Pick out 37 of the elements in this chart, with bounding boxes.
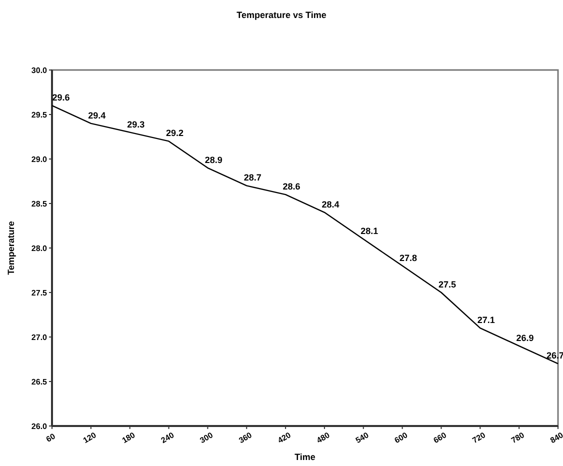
data-label: 26.9 <box>516 332 534 343</box>
y-tick-label: 26.0 <box>31 422 48 431</box>
y-tick-label: 26.5 <box>31 377 48 386</box>
x-tick-label: 480 <box>315 430 332 446</box>
data-label: 27.5 <box>438 280 456 290</box>
y-tick-label: 27.0 <box>31 332 48 342</box>
x-tick-label: 420 <box>276 430 293 446</box>
y-tick-label: 30.0 <box>31 66 48 75</box>
data-label: 29.2 <box>166 128 184 138</box>
x-tick-label: 720 <box>470 430 488 446</box>
data-label: 28.9 <box>204 154 222 165</box>
y-tick-label: 28.5 <box>31 199 48 208</box>
data-label: 28.1 <box>360 226 378 236</box>
x-tick-label: 300 <box>198 430 215 446</box>
y-tick-label: 29.0 <box>31 154 48 164</box>
data-label: 29.3 <box>127 119 145 130</box>
data-label: 27.8 <box>400 252 418 263</box>
x-tick-label: 180 <box>120 430 138 446</box>
chart-title: Temperature vs Time <box>236 10 326 20</box>
x-tick-label: 360 <box>237 430 254 446</box>
x-tick-label: 60 <box>44 431 58 444</box>
data-label: 28.7 <box>244 172 262 183</box>
data-label: 28.6 <box>282 182 300 192</box>
data-label: 29.4 <box>88 110 106 120</box>
x-tick-label: 240 <box>159 430 176 446</box>
x-tick-label: 600 <box>393 430 410 446</box>
data-label: 27.1 <box>477 315 495 326</box>
y-tick-label: 28.0 <box>31 244 48 253</box>
y-tick-label: 27.5 <box>31 288 48 298</box>
x-axis-title: Time <box>294 452 316 462</box>
x-tick-label: 780 <box>510 430 526 446</box>
x-tick-label: 540 <box>354 430 371 446</box>
x-tick-label: 120 <box>82 430 98 446</box>
y-tick-label: 29.5 <box>31 110 48 120</box>
x-tick-label: 660 <box>432 430 448 446</box>
data-label: 28.4 <box>322 199 340 210</box>
y-axis-title: Temperature <box>6 221 16 275</box>
